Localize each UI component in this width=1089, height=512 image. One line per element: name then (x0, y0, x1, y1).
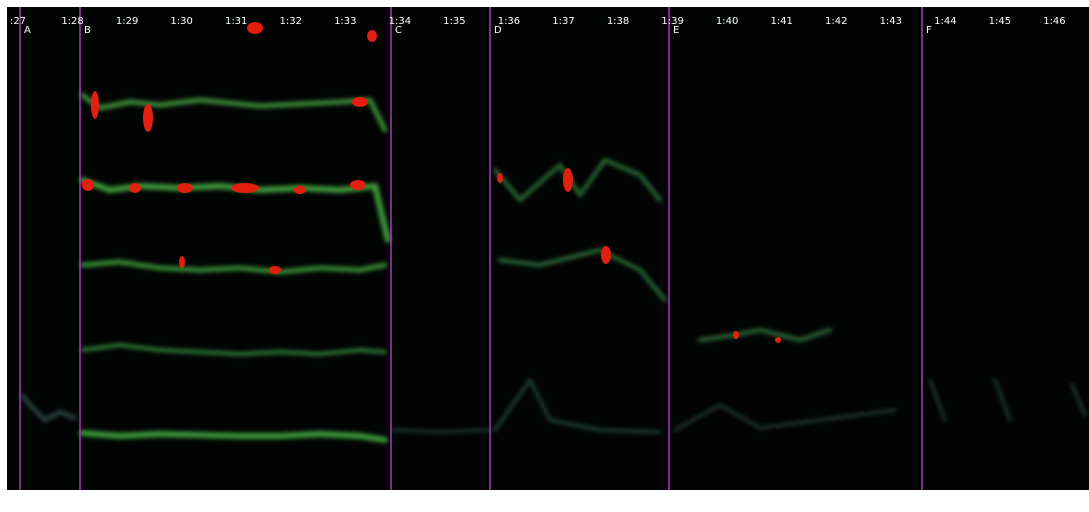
page: ABCDEF :271:281:291:301:311:321:331:341:… (0, 0, 1089, 512)
time-label: 1:36 (498, 16, 520, 27)
bottom-margin (0, 490, 1089, 512)
time-label: :27 (10, 16, 26, 27)
time-label: 1:29 (116, 16, 138, 27)
time-label: 1:42 (825, 16, 847, 27)
time-label: 1:45 (989, 16, 1011, 27)
time-label: 1:32 (280, 16, 302, 27)
time-label: 1:43 (880, 16, 902, 27)
time-label: 1:34 (389, 16, 411, 27)
time-label: 1:39 (661, 16, 683, 27)
time-label: 1:46 (1043, 16, 1065, 27)
time-label: 1:38 (607, 16, 629, 27)
marker-label: F (926, 25, 932, 36)
time-label: 1:28 (61, 16, 83, 27)
time-label: 1:44 (934, 16, 956, 27)
time-label: 1:30 (170, 16, 192, 27)
time-label: 1:33 (334, 16, 356, 27)
time-label: 1:35 (443, 16, 465, 27)
time-label: 1:31 (225, 16, 247, 27)
time-label: 1:41 (770, 16, 792, 27)
left-margin (0, 0, 7, 512)
marker-label: B (84, 25, 91, 36)
spectrogram-view: ABCDEF :271:281:291:301:311:321:331:341:… (0, 0, 1089, 512)
time-label: 1:37 (552, 16, 574, 27)
time-label: 1:40 (716, 16, 738, 27)
